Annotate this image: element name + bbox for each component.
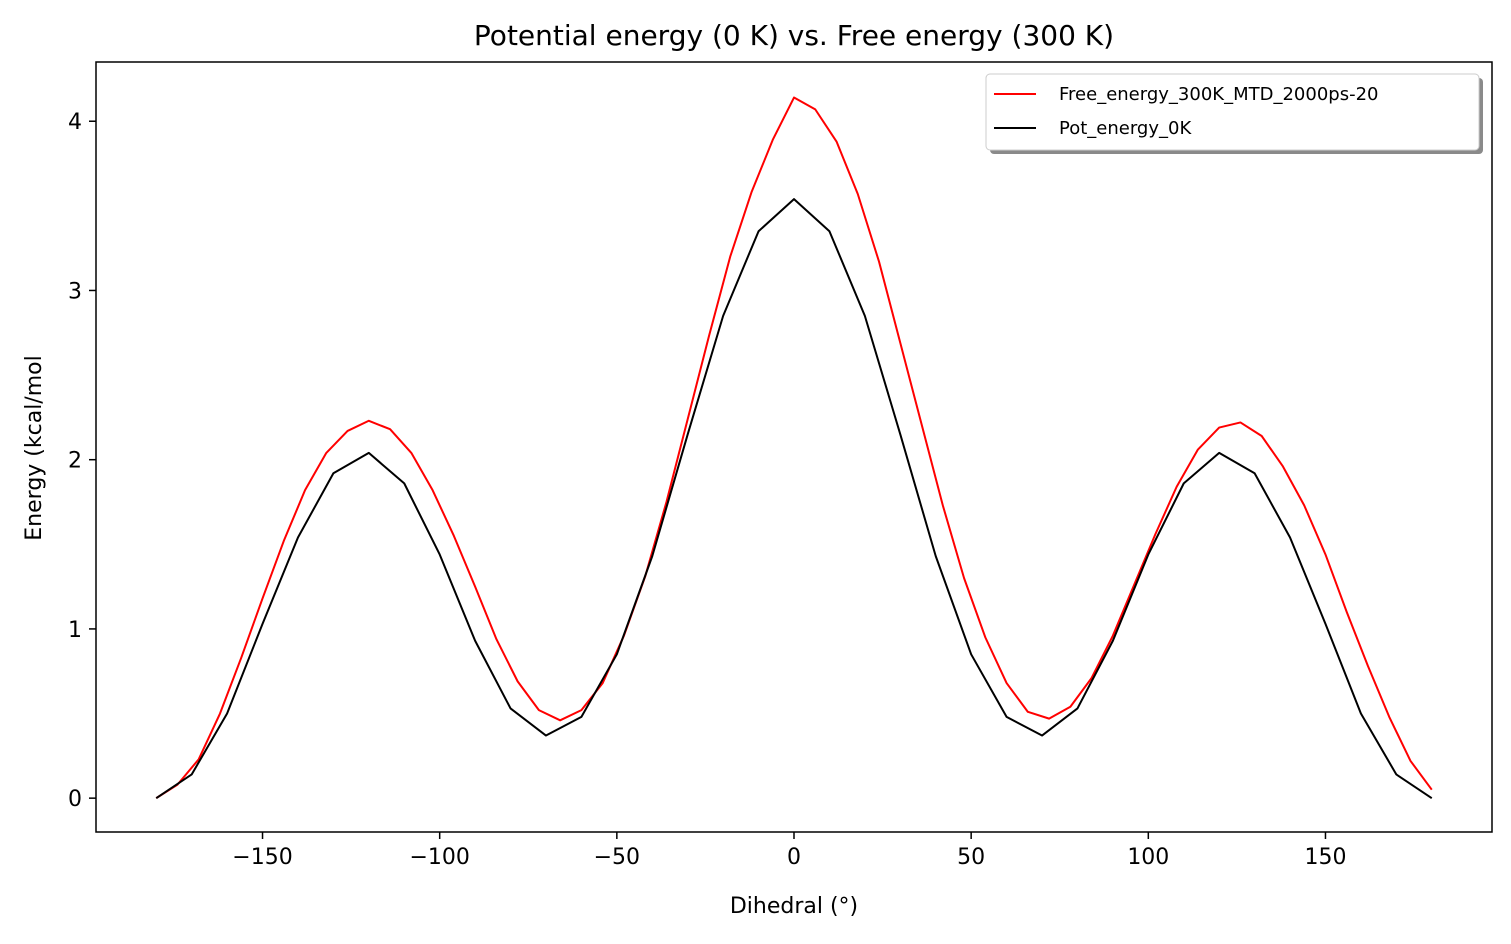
x-tick-label: 50 bbox=[957, 845, 985, 870]
y-tick-label: 1 bbox=[68, 618, 82, 643]
legend-label-1: Pot_energy_0K bbox=[1059, 118, 1192, 139]
series-layer bbox=[155, 96, 1433, 799]
legend-label-0: Free_energy_300K_MTD_2000ps-20 bbox=[1059, 84, 1378, 105]
y-tick-label: 4 bbox=[68, 110, 82, 135]
series-line-0 bbox=[155, 96, 1433, 799]
x-tick-label: 0 bbox=[787, 845, 801, 870]
chart-title: Potential energy (0 K) vs. Free energy (… bbox=[474, 19, 1114, 52]
x-tick-label: 100 bbox=[1127, 845, 1169, 870]
x-axis: −150 −100 −50 0 50 100 150 bbox=[232, 832, 1346, 870]
series-line-1 bbox=[155, 198, 1433, 799]
legend: Free_energy_300K_MTD_2000ps-20 Pot_energy… bbox=[985, 73, 1483, 154]
y-tick-label: 0 bbox=[68, 787, 82, 812]
x-tick-label: 150 bbox=[1304, 845, 1346, 870]
x-tick-label: −100 bbox=[409, 845, 469, 870]
x-axis-label: Dihedral (°) bbox=[730, 894, 858, 919]
legend-box bbox=[985, 73, 1480, 151]
y-tick-label: 2 bbox=[68, 449, 82, 474]
y-axis-label: Energy (kcal/mol bbox=[22, 355, 47, 540]
x-tick-label: −50 bbox=[594, 845, 640, 870]
y-tick-label: 3 bbox=[68, 279, 82, 304]
y-axis: 0 1 2 3 4 bbox=[68, 110, 96, 812]
x-tick-label: −150 bbox=[232, 845, 292, 870]
